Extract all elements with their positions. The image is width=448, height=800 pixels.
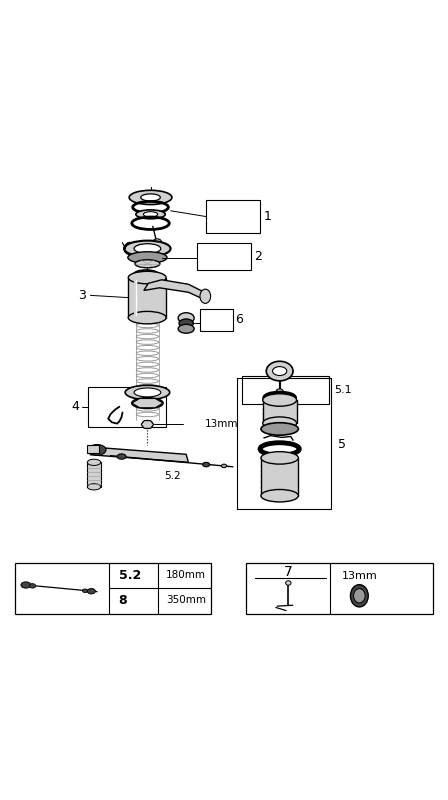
Bar	[197, 243, 251, 270]
Ellipse shape	[87, 589, 95, 594]
Ellipse shape	[263, 394, 297, 406]
Ellipse shape	[350, 585, 368, 607]
Bar	[128, 278, 166, 318]
Ellipse shape	[272, 366, 287, 375]
Ellipse shape	[124, 241, 171, 257]
Ellipse shape	[128, 271, 166, 284]
Bar	[237, 378, 331, 509]
Ellipse shape	[136, 210, 165, 218]
Text: 350mm: 350mm	[166, 595, 206, 606]
Ellipse shape	[21, 582, 31, 588]
Bar	[87, 462, 101, 487]
Ellipse shape	[153, 239, 162, 246]
Ellipse shape	[117, 454, 126, 459]
Ellipse shape	[263, 417, 297, 430]
Ellipse shape	[135, 260, 160, 268]
Ellipse shape	[141, 194, 160, 201]
Ellipse shape	[261, 490, 298, 502]
Text: 5.1: 5.1	[334, 386, 352, 395]
Ellipse shape	[87, 484, 101, 490]
Ellipse shape	[125, 386, 170, 399]
Bar	[199, 309, 233, 330]
Polygon shape	[141, 421, 154, 428]
Ellipse shape	[142, 421, 153, 429]
Ellipse shape	[179, 319, 193, 328]
Polygon shape	[132, 398, 163, 408]
Ellipse shape	[266, 362, 293, 381]
Ellipse shape	[261, 452, 298, 464]
Text: 2: 2	[254, 250, 262, 262]
Ellipse shape	[82, 589, 88, 593]
Text: 3: 3	[78, 289, 86, 302]
Ellipse shape	[221, 464, 227, 468]
Ellipse shape	[30, 584, 36, 588]
Text: 5.2: 5.2	[164, 470, 181, 481]
Bar	[88, 386, 166, 426]
Text: 6: 6	[235, 314, 242, 326]
Text: 5: 5	[337, 438, 345, 451]
Bar	[15, 562, 211, 614]
Ellipse shape	[88, 445, 106, 455]
Bar	[261, 458, 298, 496]
Ellipse shape	[178, 324, 194, 334]
Ellipse shape	[128, 252, 167, 263]
Ellipse shape	[138, 272, 154, 277]
Ellipse shape	[200, 289, 211, 303]
Text: 13mm: 13mm	[205, 419, 239, 430]
Ellipse shape	[134, 388, 161, 397]
Text: 13mm: 13mm	[341, 571, 377, 582]
Ellipse shape	[143, 212, 158, 217]
Text: 180mm: 180mm	[166, 570, 206, 580]
Ellipse shape	[129, 190, 172, 205]
Polygon shape	[144, 280, 206, 299]
Text: 1: 1	[264, 210, 272, 223]
Text: 8: 8	[119, 594, 127, 607]
Bar	[246, 562, 433, 614]
Ellipse shape	[87, 459, 101, 466]
Text: 4: 4	[71, 400, 79, 413]
Ellipse shape	[286, 581, 291, 586]
Bar	[263, 400, 297, 423]
Ellipse shape	[178, 313, 194, 323]
Ellipse shape	[353, 589, 365, 603]
Bar	[242, 375, 329, 405]
Ellipse shape	[132, 398, 163, 409]
Polygon shape	[88, 446, 188, 462]
Ellipse shape	[128, 311, 166, 324]
Ellipse shape	[134, 270, 159, 279]
Ellipse shape	[134, 244, 161, 254]
Bar	[206, 200, 260, 233]
Ellipse shape	[202, 462, 210, 466]
Ellipse shape	[276, 389, 283, 394]
Text: 5.2: 5.2	[119, 569, 141, 582]
Bar	[87, 446, 99, 454]
Ellipse shape	[261, 422, 298, 435]
Text: 7: 7	[284, 565, 293, 578]
